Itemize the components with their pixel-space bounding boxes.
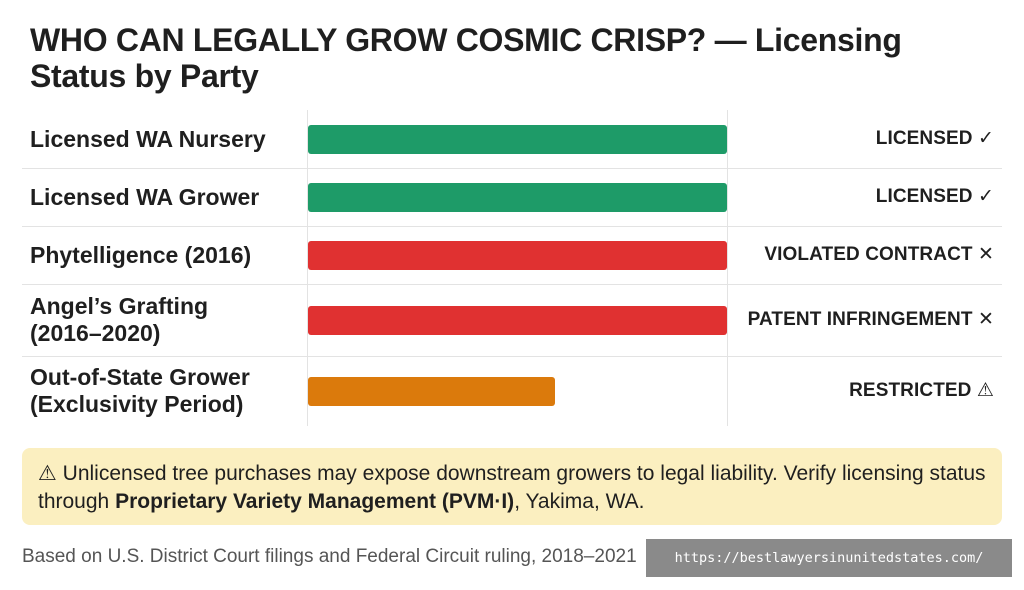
category-label: Out-of-State Grower (Exclusivity Period): [30, 364, 250, 417]
bar: [308, 305, 727, 335]
bar: [308, 124, 727, 154]
note-suffix: , Yakima, WA.: [514, 490, 645, 513]
url-watermark[interactable]: https://bestlawyersinunitedstates.com/: [646, 539, 1012, 577]
warning-note: ⚠ Unlicensed tree purchases may expose d…: [22, 448, 1002, 525]
row-divider: [22, 226, 1002, 227]
status-label: VIOLATED CONTRACT ✕: [764, 244, 994, 265]
bar-axis-line-right: [727, 110, 728, 426]
status-label: LICENSED ✓: [875, 186, 994, 207]
chart-title: WHO CAN LEGALLY GROW COSMIC CRISP? — Lic…: [30, 22, 902, 94]
bar: [308, 182, 727, 212]
bar-axis-line-left: [307, 110, 308, 426]
category-label: Angel’s Grafting (2016–2020): [30, 293, 209, 346]
category-label: Licensed WA Grower: [30, 183, 260, 210]
bar: [308, 376, 555, 406]
source-caption: Based on U.S. District Court filings and…: [22, 546, 637, 567]
note-bold-text: Proprietary Variety Management (PVM·I): [115, 490, 515, 513]
status-label: RESTRICTED ⚠: [849, 380, 994, 401]
chart: Licensed WA Nursery LICENSED ✓ Licensed WA…: [22, 110, 1002, 426]
category-label: Licensed WA Nursery: [30, 125, 266, 152]
status-label: LICENSED ✓: [875, 128, 994, 149]
row-divider: [22, 356, 1002, 357]
category-label: Phytelligence (2016): [30, 241, 252, 268]
row-divider: [22, 168, 1002, 169]
bar: [308, 240, 727, 270]
note-text: ⚠ Unlicensed tree purchases may expose d…: [38, 462, 986, 513]
status-label: PATENT INFRINGEMENT ✕: [747, 309, 994, 330]
row-divider: [22, 284, 1002, 285]
